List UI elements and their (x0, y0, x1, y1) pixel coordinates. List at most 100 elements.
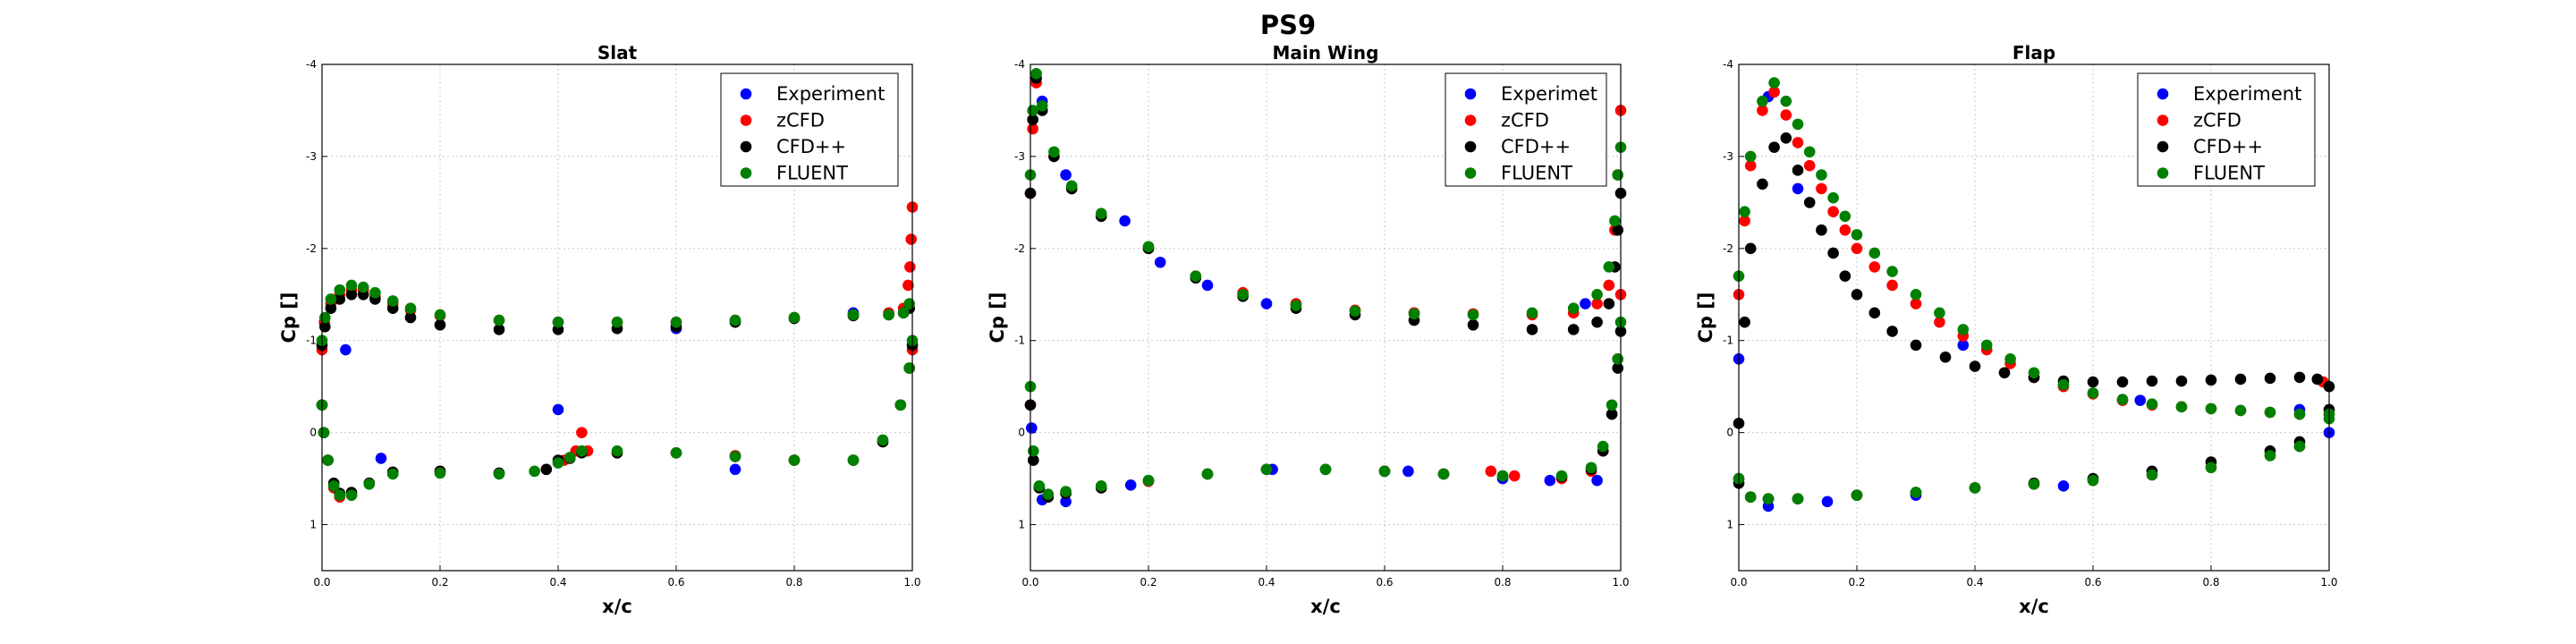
main-wing-experimet-point (1201, 279, 1214, 292)
main-wing-experimet-point (1544, 474, 1556, 487)
slat-zcfd-point (905, 233, 917, 245)
main-wing-fluent-point (1065, 180, 1078, 192)
slat-fluent-point (327, 480, 340, 492)
slat-legend-marker-zcfd (740, 114, 752, 126)
slat-fluent-point (363, 478, 376, 490)
figure-title: PS9 (1260, 10, 1316, 40)
main-wing-fluent-point (1606, 399, 1618, 411)
slat-cfd-point (493, 324, 505, 335)
slat-panel: 0.0 0.2 0.4 0.6 0.8 1.0 -4 -3 -2 -1 0 1 Slat x/c Cp []… (278, 42, 921, 617)
flap-zcfd-point (1851, 242, 1863, 255)
slat-fluent-point (729, 314, 741, 326)
slat-fluent-point (334, 284, 346, 296)
flap-y-tick-label: 1 (1726, 519, 1733, 531)
flap-experiment-point (1821, 496, 1834, 508)
flap-legend-label-cfd: CFD++ (2193, 136, 2263, 157)
main-wing-legend-label-experimet: Experimet (1501, 83, 1597, 105)
slat-fluent-point (493, 468, 505, 480)
main-wing-experimet-point (1060, 496, 1072, 508)
flap-cfd-point (2146, 375, 2158, 387)
main-wing-fluent-point (1597, 440, 1609, 453)
slat-zcfd-point (902, 279, 914, 292)
flap-zcfd-point (1868, 261, 1881, 273)
slat-cfd-point (434, 318, 446, 331)
flap-fluent-point (1744, 150, 1757, 163)
main-wing-legend-marker-fluent (1464, 167, 1477, 179)
main-wing-fluent-point (1095, 480, 1107, 492)
main-wing-zcfd-point (1508, 470, 1521, 482)
slat-experiment-point (729, 463, 741, 476)
flap-zcfd-point (1739, 215, 1750, 227)
slat-legend-marker-cfd (740, 140, 752, 153)
flap-x-tick-label: 0.8 (2202, 576, 2219, 589)
main-wing-zcfd-point (1603, 279, 1615, 292)
flap-experiment-point (2134, 394, 2147, 406)
flap-y-tick-label: -3 (1723, 150, 1733, 163)
slat-fluent-point (670, 316, 682, 328)
slat-y-tick-label: 0 (309, 427, 317, 439)
slat-fluent-point (345, 279, 358, 292)
flap-cfd-point (2264, 372, 2276, 385)
flap-fluent-point (1827, 191, 1839, 204)
slat-fluent-point (894, 399, 907, 411)
main-wing-experimet-point (1026, 422, 1038, 434)
main-wing-legend-label-cfd: CFD++ (1501, 136, 1571, 157)
flap-y-tick-label: 0 (1726, 427, 1733, 439)
flap-cfd-point (1803, 197, 1816, 208)
flap-fluent-point (2004, 353, 2016, 365)
main-wing-experimet-point (1154, 256, 1166, 268)
slat-fluent-point (552, 316, 564, 328)
main-wing-cfd-point (1467, 318, 1479, 331)
flap-cfd-point (1780, 132, 1792, 144)
slat-fluent-point (611, 445, 623, 457)
slat-legend-label-experiment: Experiment (776, 83, 885, 105)
flap-fluent-point (1839, 210, 1852, 223)
flap-cfd-point (2293, 371, 2306, 384)
main-wing-legend-marker-experimet (1464, 88, 1477, 100)
flap-axes-frame (1738, 64, 2330, 572)
flap-fluent-point (1851, 489, 1863, 501)
flap-cfd-point (1739, 316, 1750, 328)
flap-y-tick-label: -1 (1723, 335, 1733, 347)
main-wing-x-tick-label: 0.6 (1376, 576, 1393, 589)
flap-fluent-point (1762, 493, 1775, 505)
main-wing-y-tick-label: -1 (1014, 335, 1025, 347)
flap-legend-marker-cfd (2157, 140, 2169, 153)
slat-fluent-point (897, 307, 910, 319)
flap-fluent-point (2146, 398, 2158, 411)
flap-fluent-point (1739, 206, 1750, 217)
slat-fluent-point (788, 454, 801, 466)
slat-fluent-point (319, 311, 331, 324)
main-wing-fluent-point (1042, 488, 1055, 500)
slat-legend: Experiment zCFD CFD++ FLUENT (720, 72, 899, 187)
flap-fluent-point (2146, 469, 2158, 481)
main-wing-fluent-point (1591, 288, 1603, 301)
flap-cfd-point (1792, 165, 1804, 176)
slat-fluent-point (434, 309, 446, 321)
flap-cfd-point (1827, 247, 1839, 259)
main-wing-fluent-point (1609, 215, 1621, 227)
slat-fluent-point (318, 427, 330, 438)
slat-zcfd-point (904, 261, 916, 273)
slat-x-tick-label: 0.8 (785, 576, 802, 589)
slat-x-tick-label: 0.6 (667, 576, 684, 589)
flap-fluent-point (1744, 491, 1757, 503)
slat-y-tick-label: 1 (309, 519, 317, 531)
flap-fluent-point (2087, 387, 2099, 399)
slat-fluent-point (369, 286, 381, 299)
flap-fluent-point (1910, 487, 1922, 498)
main-wing-y-tick-label: -3 (1014, 150, 1025, 163)
flap-cfd-point (2234, 373, 2247, 386)
main-wing-legend-marker-cfd (1464, 140, 1477, 153)
flap-fluent-point (1757, 95, 1768, 107)
flap-cfd-point (2175, 375, 2188, 387)
slat-fluent-point (903, 298, 915, 309)
flap-cfd-point (1851, 288, 1863, 301)
slat-x-axis-label: x/c (602, 596, 632, 617)
flap-series-fluent (1733, 77, 2335, 505)
main-wing-zcfd-point (1485, 465, 1497, 478)
flap-x-tick-label: 0.0 (1730, 576, 1747, 589)
flap-zcfd-point (1744, 159, 1757, 172)
main-wing-fluent-point (1028, 445, 1039, 457)
slat-experiment-point (552, 403, 564, 416)
